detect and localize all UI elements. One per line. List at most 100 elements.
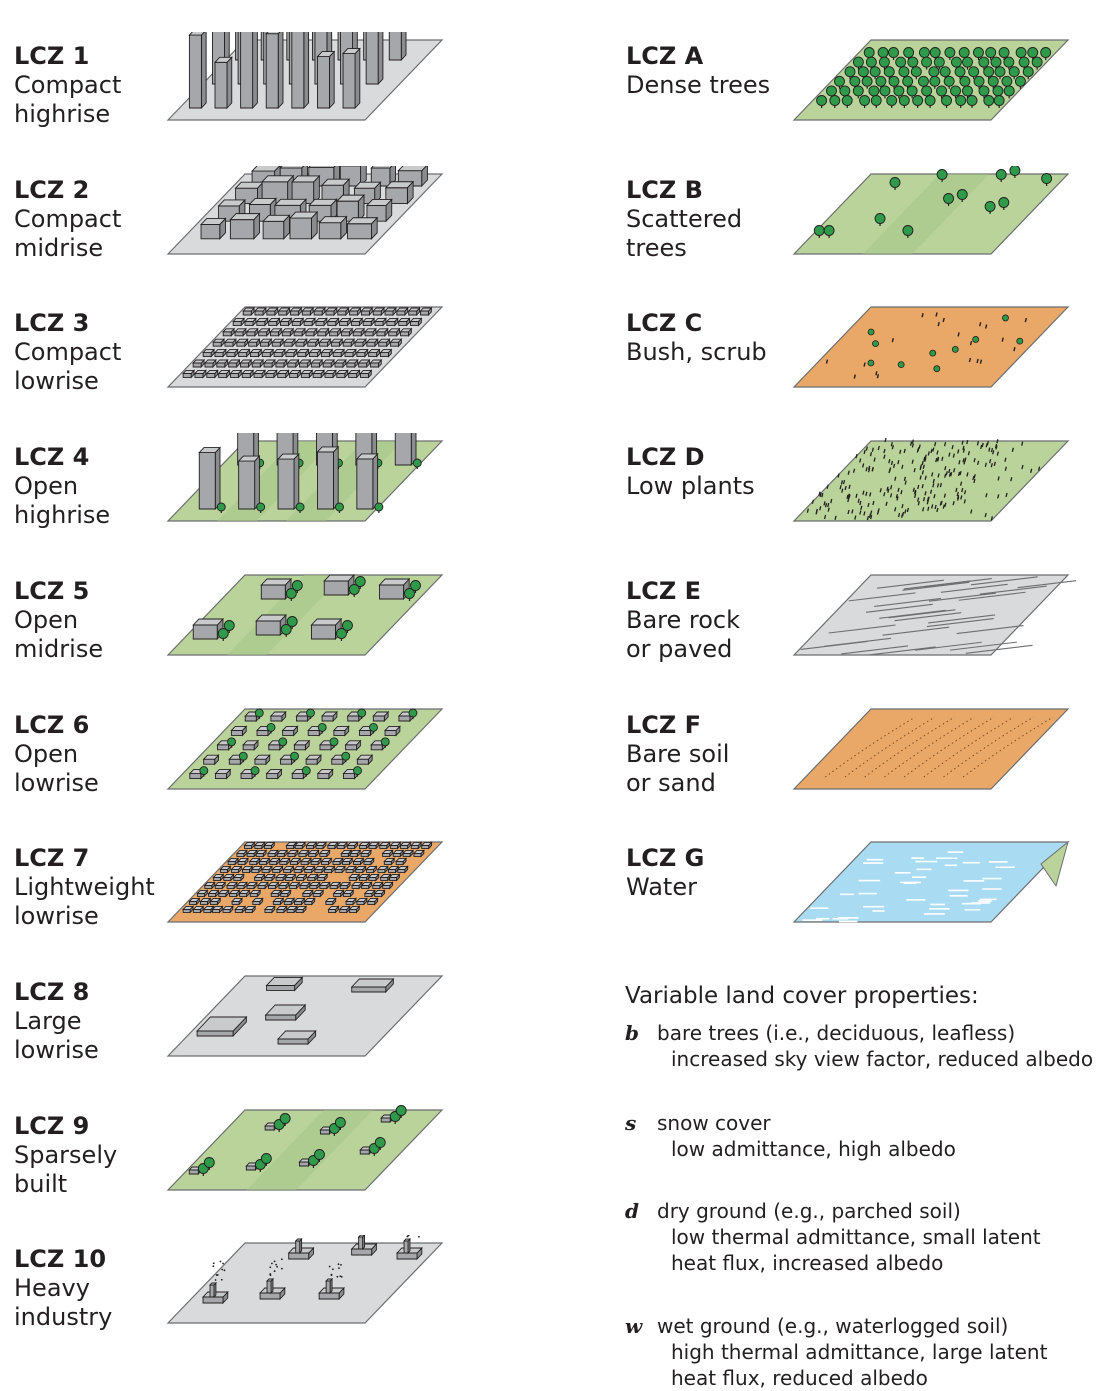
- property-text: heat flux, reduced albedo: [671, 1366, 928, 1390]
- zone-name-line: Compact: [14, 71, 122, 99]
- property-letter: d: [625, 1199, 639, 1223]
- ground-plane: [792, 707, 1070, 790]
- zone-label: LCZ D Low plants: [626, 443, 755, 501]
- legend-property: w wet ground (e.g., waterlogged soil) high…: [625, 1313, 1047, 1391]
- zone-label: LCZ 1 Compact highrise: [14, 42, 121, 129]
- zone-code: LCZ 1: [14, 42, 90, 70]
- zone-name-line: trees: [626, 233, 687, 262]
- zone-code: LCZ 8: [14, 977, 90, 1006]
- zone-code: LCZ D: [626, 443, 705, 472]
- zone-label: LCZ 2 Compact midrise: [14, 176, 121, 263]
- ground-plane: [792, 841, 1070, 923]
- zone-name-line: midrise: [14, 634, 104, 663]
- zone-label: LCZ G Water: [626, 844, 704, 902]
- lightweight-lowrise-icon: [160, 834, 450, 929]
- zone-name-line: Dense trees: [626, 71, 771, 99]
- property-text: heat flux, increased albedo: [671, 1251, 944, 1275]
- zone-name-line: lowrise: [14, 902, 99, 931]
- zone-code: LCZ 9: [14, 1111, 90, 1140]
- zone-name-line: Open: [14, 472, 79, 501]
- property-text: low thermal admittance, small latent: [671, 1225, 1041, 1249]
- zone-label: LCZ 8 Large lowrise: [14, 978, 99, 1065]
- zone-label: LCZ A Dense trees: [626, 42, 770, 100]
- open-lowrise-icon: [160, 701, 450, 796]
- buildings: [182, 307, 433, 379]
- legend-property: s snow cover low admittance, high albedo: [625, 1110, 956, 1162]
- zone-code: LCZ 4: [14, 443, 90, 472]
- zone-name-line: midrise: [14, 233, 104, 262]
- zone-code: LCZ F: [626, 710, 702, 739]
- zone-name-line: Open: [14, 605, 79, 634]
- sparsely-built-icon: [160, 1102, 450, 1197]
- property-text: high thermal admittance, large latent: [671, 1340, 1048, 1364]
- scattered-trees-icon: [786, 165, 1076, 261]
- zone-label: LCZ F Bare soil or sand: [626, 711, 729, 798]
- water-icon: [786, 834, 1076, 929]
- legend-property: d dry ground (e.g., parched soil) low ther…: [625, 1198, 1041, 1276]
- zone-name-line: industry: [14, 1303, 113, 1332]
- zone-name-line: or sand: [626, 768, 716, 797]
- zone-name-line: Low plants: [626, 472, 755, 501]
- crops: [806, 437, 1041, 521]
- compact-lowrise-icon: [160, 299, 450, 394]
- open-midrise-icon: [160, 567, 450, 662]
- zone-name-line: Sparsely: [14, 1140, 118, 1169]
- zone-name-line: Compact: [14, 338, 122, 367]
- zone-name-line: Water: [626, 873, 697, 902]
- legend-title: Variable land cover properties:: [625, 983, 979, 1009]
- property-letter: b: [625, 1021, 639, 1045]
- zone-code: LCZ A: [626, 42, 704, 70]
- property-text: bare trees (i.e., deciduous, leafless): [657, 1021, 1016, 1045]
- bare-soil-icon: [786, 701, 1076, 796]
- zone-code: LCZ 6: [14, 710, 90, 739]
- zone-code: LCZ G: [626, 844, 705, 873]
- zone-label: LCZ 3 Compact lowrise: [14, 309, 121, 396]
- property-text: increased sky view factor, reduced albed…: [671, 1047, 1094, 1071]
- property-letter: s: [625, 1111, 637, 1135]
- zone-label: LCZ E Bare rock or paved: [626, 577, 740, 664]
- zone-code: LCZ 2: [14, 175, 90, 204]
- zone-label: LCZ B Scattered trees: [626, 176, 742, 263]
- buildings: [188, 1104, 407, 1176]
- zone-name-line: lowrise: [14, 768, 99, 797]
- property-text: low admittance, high albedo: [671, 1137, 956, 1161]
- ground-plane: [792, 306, 1070, 388]
- legend-property: b bare trees (i.e., deciduous, leafless) i…: [625, 1020, 1093, 1072]
- zone-name-line: Scattered: [626, 204, 743, 233]
- zone-code: LCZ 5: [14, 576, 90, 605]
- rock-texture: [800, 576, 1076, 656]
- buildings: [196, 976, 395, 1046]
- zone-code: LCZ C: [626, 309, 703, 338]
- buildings: [188, 708, 418, 780]
- buildings: [200, 165, 428, 240]
- zone-name-line: highrise: [14, 501, 111, 530]
- zone-label: LCZ 4 Open highrise: [14, 443, 110, 530]
- zone-name-line: highrise: [14, 100, 111, 128]
- dense-trees-icon: [786, 32, 1076, 127]
- open-highrise-icon: [160, 433, 450, 528]
- trees: [813, 165, 1053, 238]
- trees: [816, 47, 1052, 108]
- property-text: dry ground (e.g., parched soil): [657, 1199, 961, 1223]
- ground-plane: [166, 975, 444, 1057]
- buildings: [198, 433, 422, 514]
- buildings: [192, 573, 421, 641]
- zone-code: LCZ 3: [14, 309, 90, 338]
- zone-label: LCZ 6 Open lowrise: [14, 711, 99, 798]
- zone-code: LCZ E: [626, 576, 702, 605]
- heavy-industry-icon: [160, 1235, 450, 1330]
- ground-plane: [792, 440, 1070, 522]
- ground-plane: [166, 1242, 444, 1324]
- zone-name-line: Open: [14, 739, 79, 768]
- zone-label: LCZ 9 Sparsely built: [14, 1112, 117, 1199]
- bush-scrub-icon: [786, 299, 1076, 394]
- zone-name-line: Heavy: [14, 1274, 90, 1303]
- zone-name-line: built: [14, 1169, 68, 1198]
- buildings: [201, 1235, 423, 1305]
- zone-name-line: lowrise: [14, 367, 99, 396]
- low-plants-icon: [786, 433, 1076, 528]
- large-lowrise-icon: [160, 968, 450, 1063]
- zone-name-line: Bare rock: [626, 605, 741, 634]
- zone-name-line: Large: [14, 1006, 82, 1035]
- property-text: snow cover: [657, 1111, 771, 1135]
